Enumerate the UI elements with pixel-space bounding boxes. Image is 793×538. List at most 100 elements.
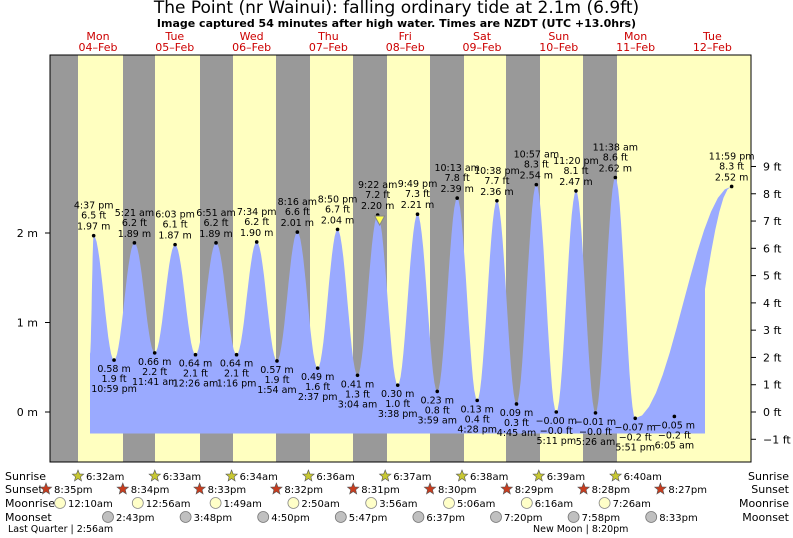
low-time: 2:37 pm: [298, 392, 338, 403]
low-feet: 1.3 ft: [345, 389, 370, 400]
low-feet: 2.1 ft: [224, 369, 249, 380]
row-label-left: Sunrise: [5, 470, 46, 483]
day-headers: Mon04–FebTue05–FebWed06–FebThu07–FebFri0…: [79, 30, 732, 54]
right-tick-label: 0 ft: [763, 406, 782, 419]
moonset-icon: [179, 511, 192, 523]
high-feet: 8.6 ft: [603, 153, 628, 164]
high-point: [415, 212, 420, 217]
low-feet: −0.0 ft: [579, 427, 612, 438]
low-time: 6:05 am: [655, 440, 694, 451]
low-feet: −0.0 ft: [540, 426, 573, 437]
row-label-right: Sunrise: [748, 470, 789, 483]
moonrise-icon: [443, 497, 455, 509]
right-tick-label: 2 ft: [763, 351, 782, 364]
high-meters: 1.87 m: [158, 231, 191, 242]
row-label-left: Moonset: [5, 511, 52, 524]
low-time: 4:45 am: [497, 428, 536, 439]
new-moon-note: New Moon | 8:20pm: [533, 524, 628, 535]
day-name: Thu: [317, 30, 339, 43]
moonrise-time: 6:16am: [535, 499, 573, 510]
moonset-icon: [257, 511, 270, 523]
high-feet: 6.5 ft: [81, 211, 106, 222]
high-time: 10:13 am: [434, 163, 479, 174]
high-point: [495, 198, 499, 203]
low-point: [475, 398, 479, 403]
left-tick-label: 1 m: [17, 317, 38, 330]
high-feet: 6.7 ft: [325, 204, 350, 215]
high-feet: 7.8 ft: [445, 173, 470, 184]
high-time: 6:03 pm: [155, 210, 195, 221]
low-point: [193, 352, 198, 357]
moonset-time: 4:50pm: [271, 513, 310, 524]
sunrise-icon: [609, 469, 623, 482]
high-meters: 1.89 m: [199, 229, 232, 240]
sunrise-time: 6:39am: [547, 472, 585, 483]
sunrise-time: 6:36am: [316, 472, 354, 483]
low-meters: −0.01 m: [575, 417, 616, 428]
moonrise-time: 2:50am: [301, 499, 339, 510]
low-meters: 0.58 m: [97, 364, 130, 375]
day-date: 05–Feb: [155, 41, 194, 54]
high-meters: 2.62 m: [599, 164, 632, 175]
moonset-time: 7:58pm: [582, 513, 621, 524]
moonrise-icon: [54, 497, 66, 509]
low-meters: 0.13 m: [460, 404, 493, 415]
high-meters: 2.52 m: [715, 172, 748, 183]
low-point: [593, 411, 598, 415]
moonset-icon: [102, 511, 114, 523]
night-band: [50, 55, 78, 462]
high-point: [534, 182, 539, 187]
high-time: 8:16 am: [278, 197, 317, 208]
day-name: Mon: [86, 30, 109, 43]
moonrise-time: 12:56am: [146, 499, 191, 510]
high-meters: 2.39 m: [440, 184, 473, 195]
moonset-time: 7:20pm: [504, 513, 543, 524]
low-feet: −0.2 ft: [619, 432, 652, 443]
low-meters: −0.00 m: [536, 416, 577, 427]
high-meters: 2.04 m: [321, 215, 354, 226]
low-point: [315, 366, 320, 370]
row-label-left: Moonrise: [5, 497, 55, 510]
left-tick-label: 0 m: [17, 406, 38, 419]
low-time: 12:26 am: [173, 379, 218, 390]
high-feet: 6.2 ft: [204, 218, 229, 229]
moonset-icon: [645, 511, 658, 523]
right-tick-label: −1 ft: [763, 433, 791, 446]
moonset-time: 3:48pm: [194, 513, 233, 524]
high-point: [214, 241, 218, 245]
high-feet: 6.2 ft: [244, 217, 269, 228]
high-point: [173, 242, 177, 247]
low-feet: 1.0 ft: [385, 399, 410, 410]
low-time: 5:51 pm: [615, 442, 655, 453]
high-time: 8:50 pm: [318, 194, 358, 205]
day-name: Sat: [473, 30, 492, 43]
sunrise-icon: [455, 469, 469, 482]
moonset-time: 5:47pm: [349, 513, 388, 524]
high-meters: 2.36 m: [480, 187, 513, 198]
chart-title: The Point (nr Wainui): falling ordinary …: [153, 0, 640, 18]
low-time: 1:54 am: [257, 385, 296, 396]
high-time: 10:38 pm: [474, 166, 520, 177]
day-name: Wed: [240, 30, 264, 43]
moonrise-time: 7:26am: [613, 499, 651, 510]
low-feet: 0.3 ft: [504, 418, 529, 429]
chart-subtitle: Image captured 54 minutes after high wat…: [156, 17, 637, 30]
low-time: 11:41 am: [132, 377, 177, 388]
day-name: Mon: [624, 30, 647, 43]
high-meters: 2.47 m: [559, 177, 592, 188]
low-meters: 0.30 m: [381, 389, 414, 400]
low-feet: 0.4 ft: [465, 414, 490, 425]
sunset-time: 8:29pm: [515, 485, 554, 496]
low-point: [355, 373, 360, 378]
sunset-icon: [500, 482, 514, 495]
right-tick-label: 9 ft: [763, 160, 782, 173]
high-time: 10:57 am: [514, 150, 559, 161]
high-meters: 2.20 m: [361, 201, 394, 212]
high-feet: 7.2 ft: [365, 190, 390, 201]
row-label-right: Moonrise: [739, 497, 789, 510]
moonset-time: 8:33pm: [659, 513, 698, 524]
high-meters: 1.90 m: [240, 228, 273, 239]
high-feet: 8.1 ft: [563, 166, 588, 177]
day-name: Tue: [702, 30, 722, 43]
